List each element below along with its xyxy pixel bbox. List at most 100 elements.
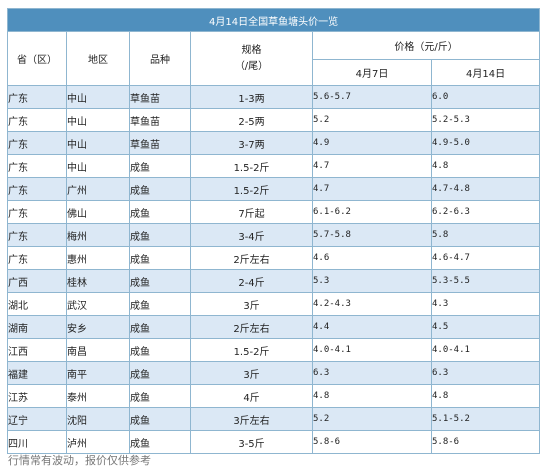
kind-cell: 成鱼 [129, 292, 191, 316]
kind-cell: 成鱼 [129, 315, 191, 339]
table-row: 广东 中山 草鱼苗 3-7两 4.9 4.9-5.0 [7, 131, 541, 155]
price-apr14-cell: 5.2-5.3 [430, 108, 541, 132]
header-province: 省（区） [7, 31, 67, 86]
table-row: 湖北 武汉 成鱼 3斤 4.2-4.3 4.3 [7, 292, 541, 316]
spec-cell: 1.5-2斤 [190, 338, 313, 362]
price-apr14-cell: 4.9-5.0 [430, 131, 541, 155]
price-apr14-cell: 5.1-5.2 [430, 407, 541, 431]
header-date-2: 4月14日 [430, 59, 541, 86]
spec-cell: 1.5-2斤 [190, 177, 313, 201]
price-apr7-cell: 4.7 [312, 177, 432, 201]
area-cell: 南平 [66, 361, 130, 385]
price-apr7-cell: 6.1-6.2 [312, 200, 432, 224]
table-row: 广东 佛山 成鱼 7斤起 6.1-6.2 6.2-6.3 [7, 200, 541, 224]
spec-cell: 3斤 [190, 292, 313, 316]
kind-cell: 成鱼 [129, 407, 191, 431]
table-row: 江西 南昌 成鱼 1.5-2斤 4.0-4.1 4.0-4.1 [7, 338, 541, 362]
spec-cell: 2-5两 [190, 108, 313, 132]
area-cell: 桂林 [66, 269, 130, 293]
spec-cell: 2斤左右 [190, 315, 313, 339]
kind-cell: 成鱼 [129, 338, 191, 362]
spec-cell: 3-7两 [190, 131, 313, 155]
price-apr7-cell: 5.2 [312, 407, 432, 431]
kind-cell: 成鱼 [129, 177, 191, 201]
price-apr7-cell: 4.8 [312, 384, 432, 408]
spec-cell: 4斤 [190, 384, 313, 408]
table-row: 辽宁 沈阳 成鱼 3斤左右 5.2 5.1-5.2 [7, 407, 541, 431]
area-cell: 武汉 [66, 292, 130, 316]
province-cell: 福建 [7, 361, 67, 385]
area-cell: 泸州 [66, 430, 130, 454]
kind-cell: 草鱼苗 [129, 131, 191, 155]
province-cell: 广东 [7, 200, 67, 224]
area-cell: 梅州 [66, 223, 130, 247]
price-apr7-cell: 5.2 [312, 108, 432, 132]
price-rows: 广东 中山 草鱼苗 1-3两 5.6-5.7 6.0 广东 中山 草鱼苗 2-5两 5.2 5.2-5… [7, 85, 541, 454]
kind-cell: 草鱼苗 [129, 85, 191, 109]
province-cell: 湖南 [7, 315, 67, 339]
price-apr7-cell: 4.6 [312, 246, 432, 270]
price-apr14-cell: 4.6-4.7 [430, 246, 541, 270]
price-apr7-cell: 4.0-4.1 [312, 338, 432, 362]
table-title: 4月14日全国草鱼塘头价一览 [6, 8, 541, 32]
area-cell: 广州 [66, 177, 130, 201]
price-apr7-cell: 5.3 [312, 269, 432, 293]
price-apr14-cell: 4.8 [430, 154, 541, 178]
price-apr7-cell: 6.3 [312, 361, 432, 385]
area-cell: 南昌 [66, 338, 130, 362]
kind-cell: 成鱼 [129, 154, 191, 178]
price-apr14-cell: 4.3 [430, 292, 541, 316]
province-cell: 广东 [7, 177, 67, 201]
province-cell: 广东 [7, 85, 67, 109]
area-cell: 中山 [66, 108, 130, 132]
header-area: 地区 [66, 31, 130, 86]
price-apr7-cell: 4.4 [312, 315, 432, 339]
price-apr7-cell: 4.7 [312, 154, 432, 178]
kind-cell: 成鱼 [129, 361, 191, 385]
kind-cell: 成鱼 [129, 430, 191, 454]
table-row: 广东 惠州 成鱼 2斤左右 4.6 4.6-4.7 [7, 246, 541, 270]
spec-cell: 3-5斤 [190, 430, 313, 454]
header-spec-line1: 规格 [241, 44, 262, 56]
price-apr14-cell: 4.0-4.1 [430, 338, 541, 362]
footnote: 行情常有波动，报价仅供参考 [8, 454, 151, 467]
area-cell: 惠州 [66, 246, 130, 270]
kind-cell: 成鱼 [129, 200, 191, 224]
table-row: 湖南 安乡 成鱼 2斤左右 4.4 4.5 [7, 315, 541, 339]
province-cell: 广东 [7, 131, 67, 155]
header-kind: 品种 [129, 31, 191, 86]
price-apr7-cell: 4.9 [312, 131, 432, 155]
table-row: 四川 泸州 成鱼 3-5斤 5.8-6 5.8-6 [7, 430, 541, 454]
province-cell: 江西 [7, 338, 67, 362]
kind-cell: 成鱼 [129, 384, 191, 408]
province-cell: 广东 [7, 108, 67, 132]
kind-cell: 成鱼 [129, 269, 191, 293]
spec-cell: 3斤左右 [190, 407, 313, 431]
spec-cell: 2-4斤 [190, 269, 313, 293]
header-spec-line2: （/尾） [234, 60, 269, 72]
table-row: 广东 广州 成鱼 1.5-2斤 4.7 4.7-4.8 [7, 177, 541, 201]
price-apr14-cell: 5.8-6 [430, 430, 541, 454]
table-row: 福建 南平 成鱼 3斤 6.3 6.3 [7, 361, 541, 385]
table-row: 江苏 泰州 成鱼 4斤 4.8 4.8 [7, 384, 541, 408]
area-cell: 中山 [66, 131, 130, 155]
spec-cell: 3-4斤 [190, 223, 313, 247]
header-spec: 规格 （/尾） [190, 31, 313, 86]
province-cell: 江苏 [7, 384, 67, 408]
area-cell: 安乡 [66, 315, 130, 339]
province-cell: 广东 [7, 154, 67, 178]
table-row: 广东 中山 草鱼苗 1-3两 5.6-5.7 6.0 [7, 85, 541, 109]
province-cell: 广东 [7, 223, 67, 247]
price-apr14-cell: 6.2-6.3 [430, 200, 541, 224]
price-apr7-cell: 5.6-5.7 [312, 85, 432, 109]
spec-cell: 3斤 [190, 361, 313, 385]
spec-cell: 1-3两 [190, 85, 313, 109]
price-apr14-cell: 4.7-4.8 [430, 177, 541, 201]
kind-cell: 成鱼 [129, 246, 191, 270]
price-apr7-cell: 4.2-4.3 [312, 292, 432, 316]
area-cell: 中山 [66, 85, 130, 109]
price-apr7-cell: 5.8-6 [312, 430, 432, 454]
spec-cell: 7斤起 [190, 200, 313, 224]
table-row: 广东 中山 成鱼 1.5-2斤 4.7 4.8 [7, 154, 541, 178]
